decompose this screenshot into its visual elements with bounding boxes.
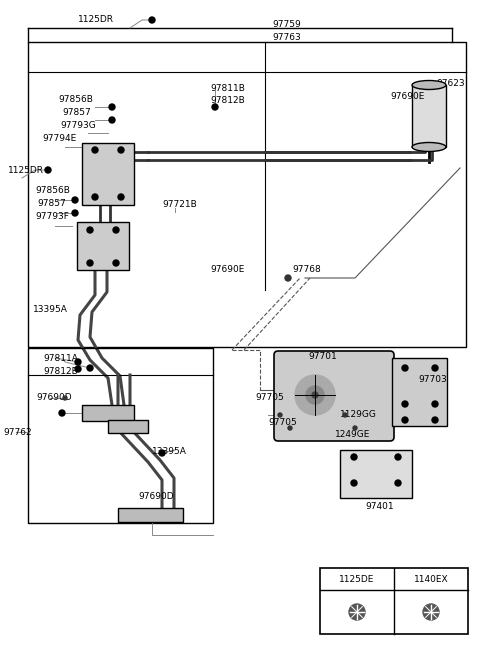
- Text: 97793G: 97793G: [60, 121, 96, 130]
- Text: 97768: 97768: [292, 265, 321, 274]
- Circle shape: [395, 454, 401, 460]
- Circle shape: [351, 454, 357, 460]
- Circle shape: [432, 401, 438, 407]
- Text: 97759: 97759: [272, 20, 301, 29]
- Text: 97811B: 97811B: [210, 84, 245, 93]
- Circle shape: [149, 17, 155, 23]
- Bar: [108, 420, 148, 433]
- Circle shape: [109, 104, 115, 110]
- Circle shape: [212, 104, 218, 110]
- Circle shape: [113, 227, 119, 233]
- Text: 97721B: 97721B: [162, 200, 197, 209]
- Text: 13395A: 13395A: [152, 447, 187, 456]
- Bar: [340, 450, 412, 498]
- Text: 1249GE: 1249GE: [335, 430, 371, 439]
- Text: 97856B: 97856B: [58, 95, 93, 104]
- Circle shape: [87, 365, 93, 371]
- Text: 97812B: 97812B: [210, 96, 245, 105]
- Text: 97690E: 97690E: [390, 92, 424, 101]
- Circle shape: [92, 194, 98, 200]
- Text: 97701: 97701: [308, 352, 337, 361]
- Text: 97762: 97762: [3, 428, 32, 437]
- Circle shape: [75, 359, 81, 365]
- Circle shape: [288, 426, 292, 430]
- Bar: [28, 348, 213, 523]
- Text: 97401: 97401: [365, 502, 394, 511]
- Text: 97857: 97857: [62, 108, 91, 117]
- Bar: [82, 143, 134, 205]
- Bar: [82, 405, 134, 421]
- Text: 97623: 97623: [436, 79, 465, 88]
- Text: 97812B: 97812B: [43, 367, 78, 376]
- Text: 1140EX: 1140EX: [414, 575, 448, 583]
- Bar: [28, 42, 466, 347]
- Bar: [320, 568, 468, 634]
- Ellipse shape: [412, 143, 446, 152]
- Circle shape: [402, 365, 408, 371]
- Text: 97705: 97705: [268, 418, 297, 427]
- Circle shape: [351, 480, 357, 486]
- Text: 97690D: 97690D: [138, 492, 174, 501]
- Text: 1125DR: 1125DR: [8, 166, 44, 175]
- Circle shape: [278, 413, 282, 417]
- FancyBboxPatch shape: [274, 351, 394, 441]
- Text: 97705: 97705: [255, 393, 284, 402]
- Circle shape: [285, 275, 291, 281]
- Text: 1125DE: 1125DE: [339, 575, 375, 583]
- Text: 97857: 97857: [37, 199, 66, 208]
- Circle shape: [109, 117, 115, 123]
- Circle shape: [113, 260, 119, 266]
- Circle shape: [59, 410, 65, 416]
- Text: 97690E: 97690E: [210, 265, 244, 274]
- Text: 97794E: 97794E: [42, 134, 76, 143]
- Circle shape: [432, 417, 438, 423]
- Circle shape: [45, 167, 51, 173]
- Circle shape: [402, 401, 408, 407]
- Text: 97763: 97763: [272, 33, 301, 42]
- Circle shape: [159, 450, 165, 456]
- Circle shape: [75, 366, 81, 372]
- Text: 1125DR: 1125DR: [78, 15, 114, 24]
- Bar: [412, 85, 446, 147]
- Text: 97856B: 97856B: [35, 186, 70, 195]
- Circle shape: [63, 396, 67, 400]
- Circle shape: [72, 197, 78, 203]
- Circle shape: [423, 604, 439, 620]
- Circle shape: [92, 147, 98, 153]
- Text: 97703: 97703: [418, 375, 447, 384]
- Circle shape: [118, 194, 124, 200]
- Circle shape: [306, 386, 324, 404]
- Circle shape: [72, 210, 78, 216]
- Circle shape: [343, 413, 347, 417]
- Text: 97811A: 97811A: [43, 354, 78, 363]
- Bar: [118, 508, 183, 522]
- Circle shape: [349, 604, 365, 620]
- Circle shape: [402, 417, 408, 423]
- Bar: [392, 358, 447, 426]
- Circle shape: [87, 227, 93, 233]
- Circle shape: [118, 147, 124, 153]
- Circle shape: [395, 480, 401, 486]
- Circle shape: [312, 392, 318, 398]
- Ellipse shape: [412, 80, 446, 89]
- Text: 1129GG: 1129GG: [340, 410, 377, 419]
- Circle shape: [87, 260, 93, 266]
- Text: 97793F: 97793F: [35, 212, 69, 221]
- Circle shape: [432, 365, 438, 371]
- Circle shape: [353, 426, 357, 430]
- Text: 13395A: 13395A: [33, 305, 68, 314]
- Text: 97690D: 97690D: [36, 393, 72, 402]
- Bar: [77, 222, 129, 270]
- Circle shape: [295, 375, 335, 415]
